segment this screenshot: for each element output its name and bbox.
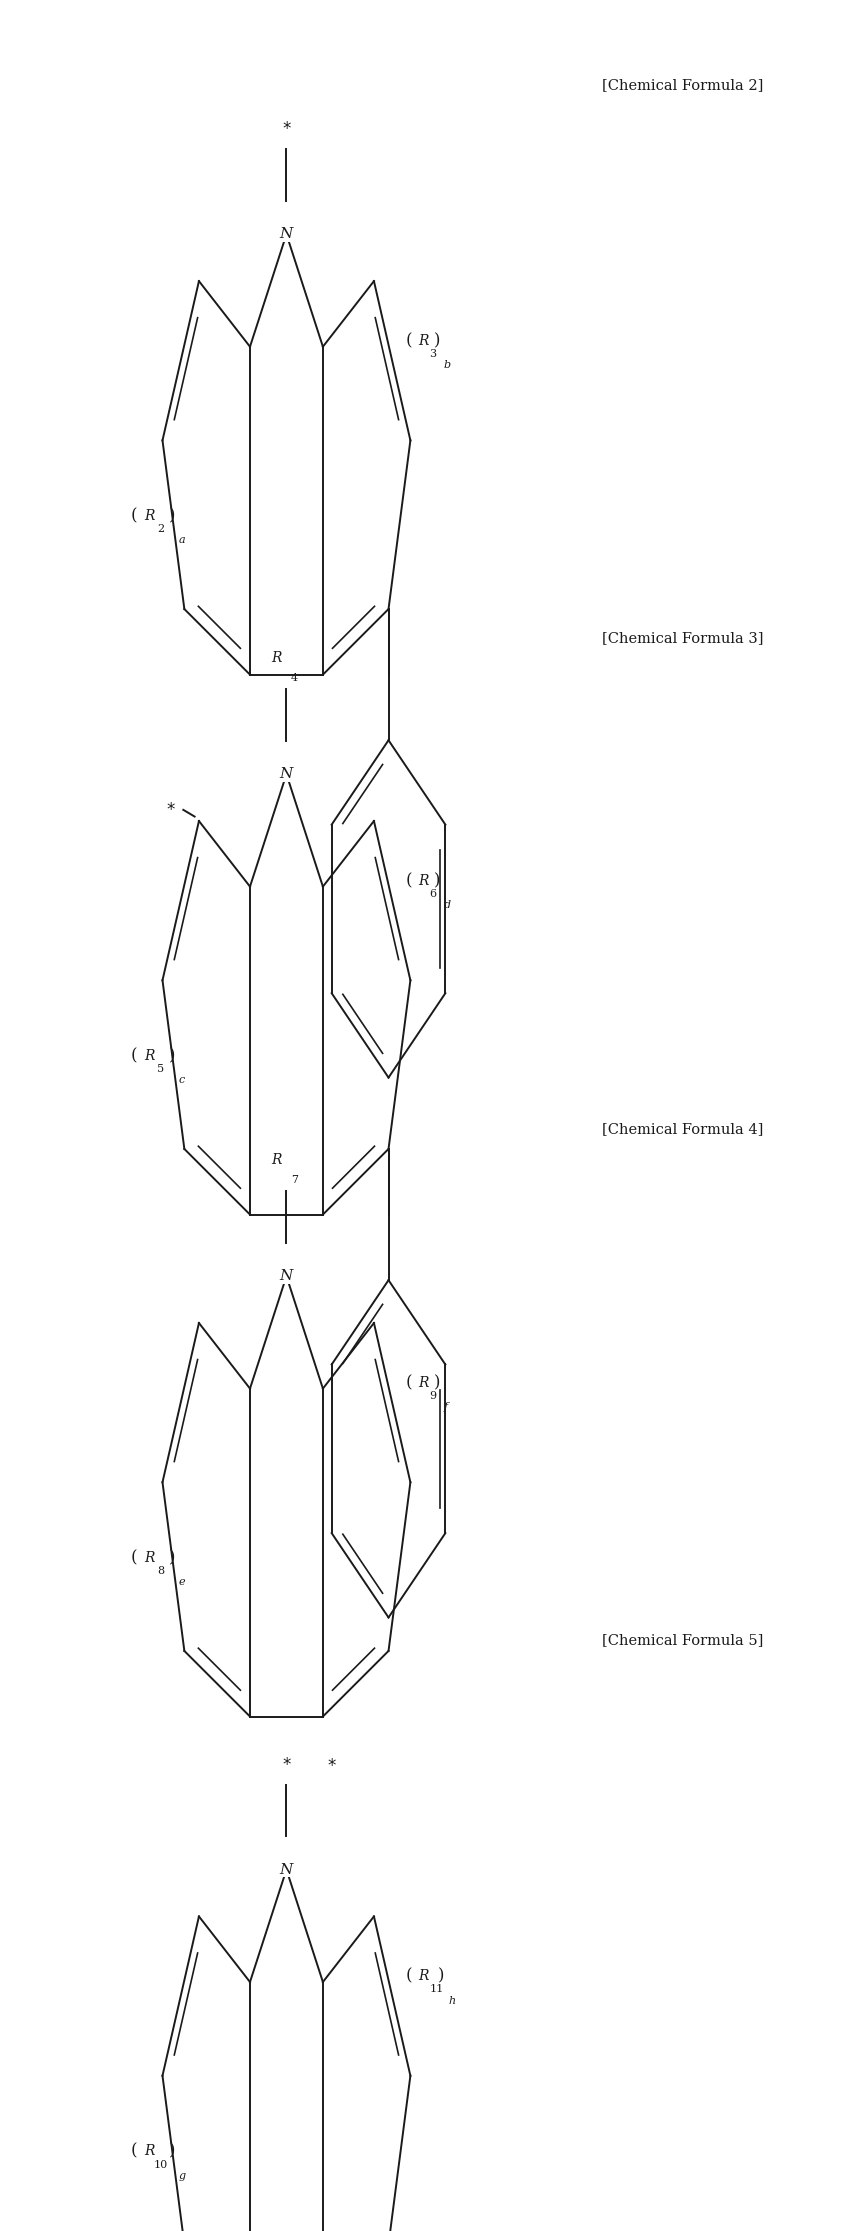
Text: R: R	[418, 335, 429, 348]
Text: *: *	[327, 1756, 336, 1774]
Text: (: (	[131, 2142, 138, 2160]
Text: N: N	[279, 1863, 293, 1876]
Text: g: g	[179, 2171, 186, 2180]
Text: 6: 6	[430, 888, 437, 899]
Text: 9: 9	[430, 1390, 437, 1401]
Text: [Chemical Formula 2]: [Chemical Formula 2]	[602, 78, 764, 91]
Text: (: (	[131, 506, 138, 524]
Text: ): )	[168, 1548, 175, 1566]
Text: ): )	[168, 1046, 175, 1064]
Text: h: h	[449, 1995, 456, 2006]
Text: e: e	[179, 1577, 186, 1586]
Text: R: R	[144, 1551, 155, 1564]
Text: *: *	[167, 801, 174, 819]
Text: [Chemical Formula 4]: [Chemical Formula 4]	[602, 1122, 764, 1136]
Text: R: R	[418, 1970, 429, 1983]
Text: R: R	[418, 875, 429, 888]
Text: b: b	[444, 359, 450, 370]
Text: ): )	[434, 1374, 440, 1392]
Text: 2: 2	[157, 524, 164, 533]
Text: f: f	[444, 1401, 448, 1412]
Text: ): )	[434, 332, 440, 350]
Text: N: N	[279, 767, 293, 781]
Text: R: R	[418, 1377, 429, 1390]
Text: [Chemical Formula 3]: [Chemical Formula 3]	[602, 631, 764, 645]
Text: N: N	[279, 1269, 293, 1283]
Text: *: *	[282, 1756, 291, 1774]
Text: 3: 3	[430, 348, 437, 359]
Text: [Chemical Formula 5]: [Chemical Formula 5]	[602, 1633, 764, 1646]
Text: (: (	[405, 332, 411, 350]
Text: 11: 11	[430, 1983, 444, 1995]
Text: (: (	[131, 1548, 138, 1566]
Text: ): )	[434, 872, 440, 890]
Text: 4: 4	[291, 674, 298, 683]
Text: d: d	[444, 899, 450, 910]
Text: (: (	[405, 1374, 411, 1392]
Text: (: (	[405, 872, 411, 890]
Text: R: R	[271, 1153, 281, 1167]
Text: 7: 7	[291, 1176, 298, 1185]
Text: R: R	[144, 2144, 155, 2157]
Text: ): )	[438, 1968, 444, 1986]
Text: R: R	[271, 651, 281, 665]
Text: ): )	[168, 2142, 175, 2160]
Text: R: R	[144, 1049, 155, 1062]
Text: (: (	[131, 1046, 138, 1064]
Text: c: c	[179, 1075, 185, 1084]
Text: 8: 8	[157, 1566, 164, 1575]
Text: *: *	[282, 120, 291, 138]
Text: 5: 5	[157, 1064, 164, 1073]
Text: (: (	[405, 1968, 411, 1986]
Text: N: N	[279, 228, 293, 241]
Text: 10: 10	[154, 2160, 168, 2169]
Text: ): )	[168, 506, 175, 524]
Text: a: a	[179, 535, 186, 544]
Text: R: R	[144, 509, 155, 522]
